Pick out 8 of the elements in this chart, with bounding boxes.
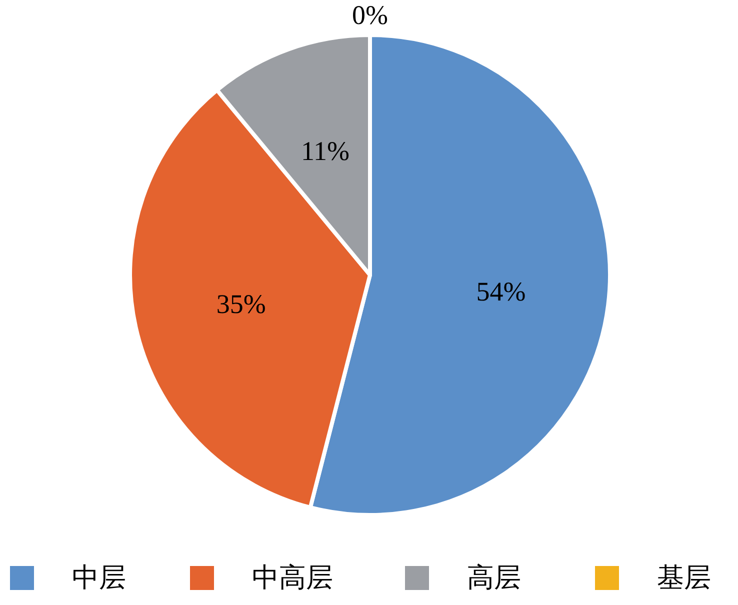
legend-label: 中层 xyxy=(72,562,126,594)
data-label: 35% xyxy=(216,288,266,319)
text: 0% xyxy=(352,0,388,30)
data-label: 11% xyxy=(301,136,350,166)
legend-label: 高层 xyxy=(467,562,521,594)
data-label: 54% xyxy=(476,276,526,307)
legend-label: 基层 xyxy=(657,562,711,594)
legend-label: 中高层 xyxy=(252,562,333,594)
